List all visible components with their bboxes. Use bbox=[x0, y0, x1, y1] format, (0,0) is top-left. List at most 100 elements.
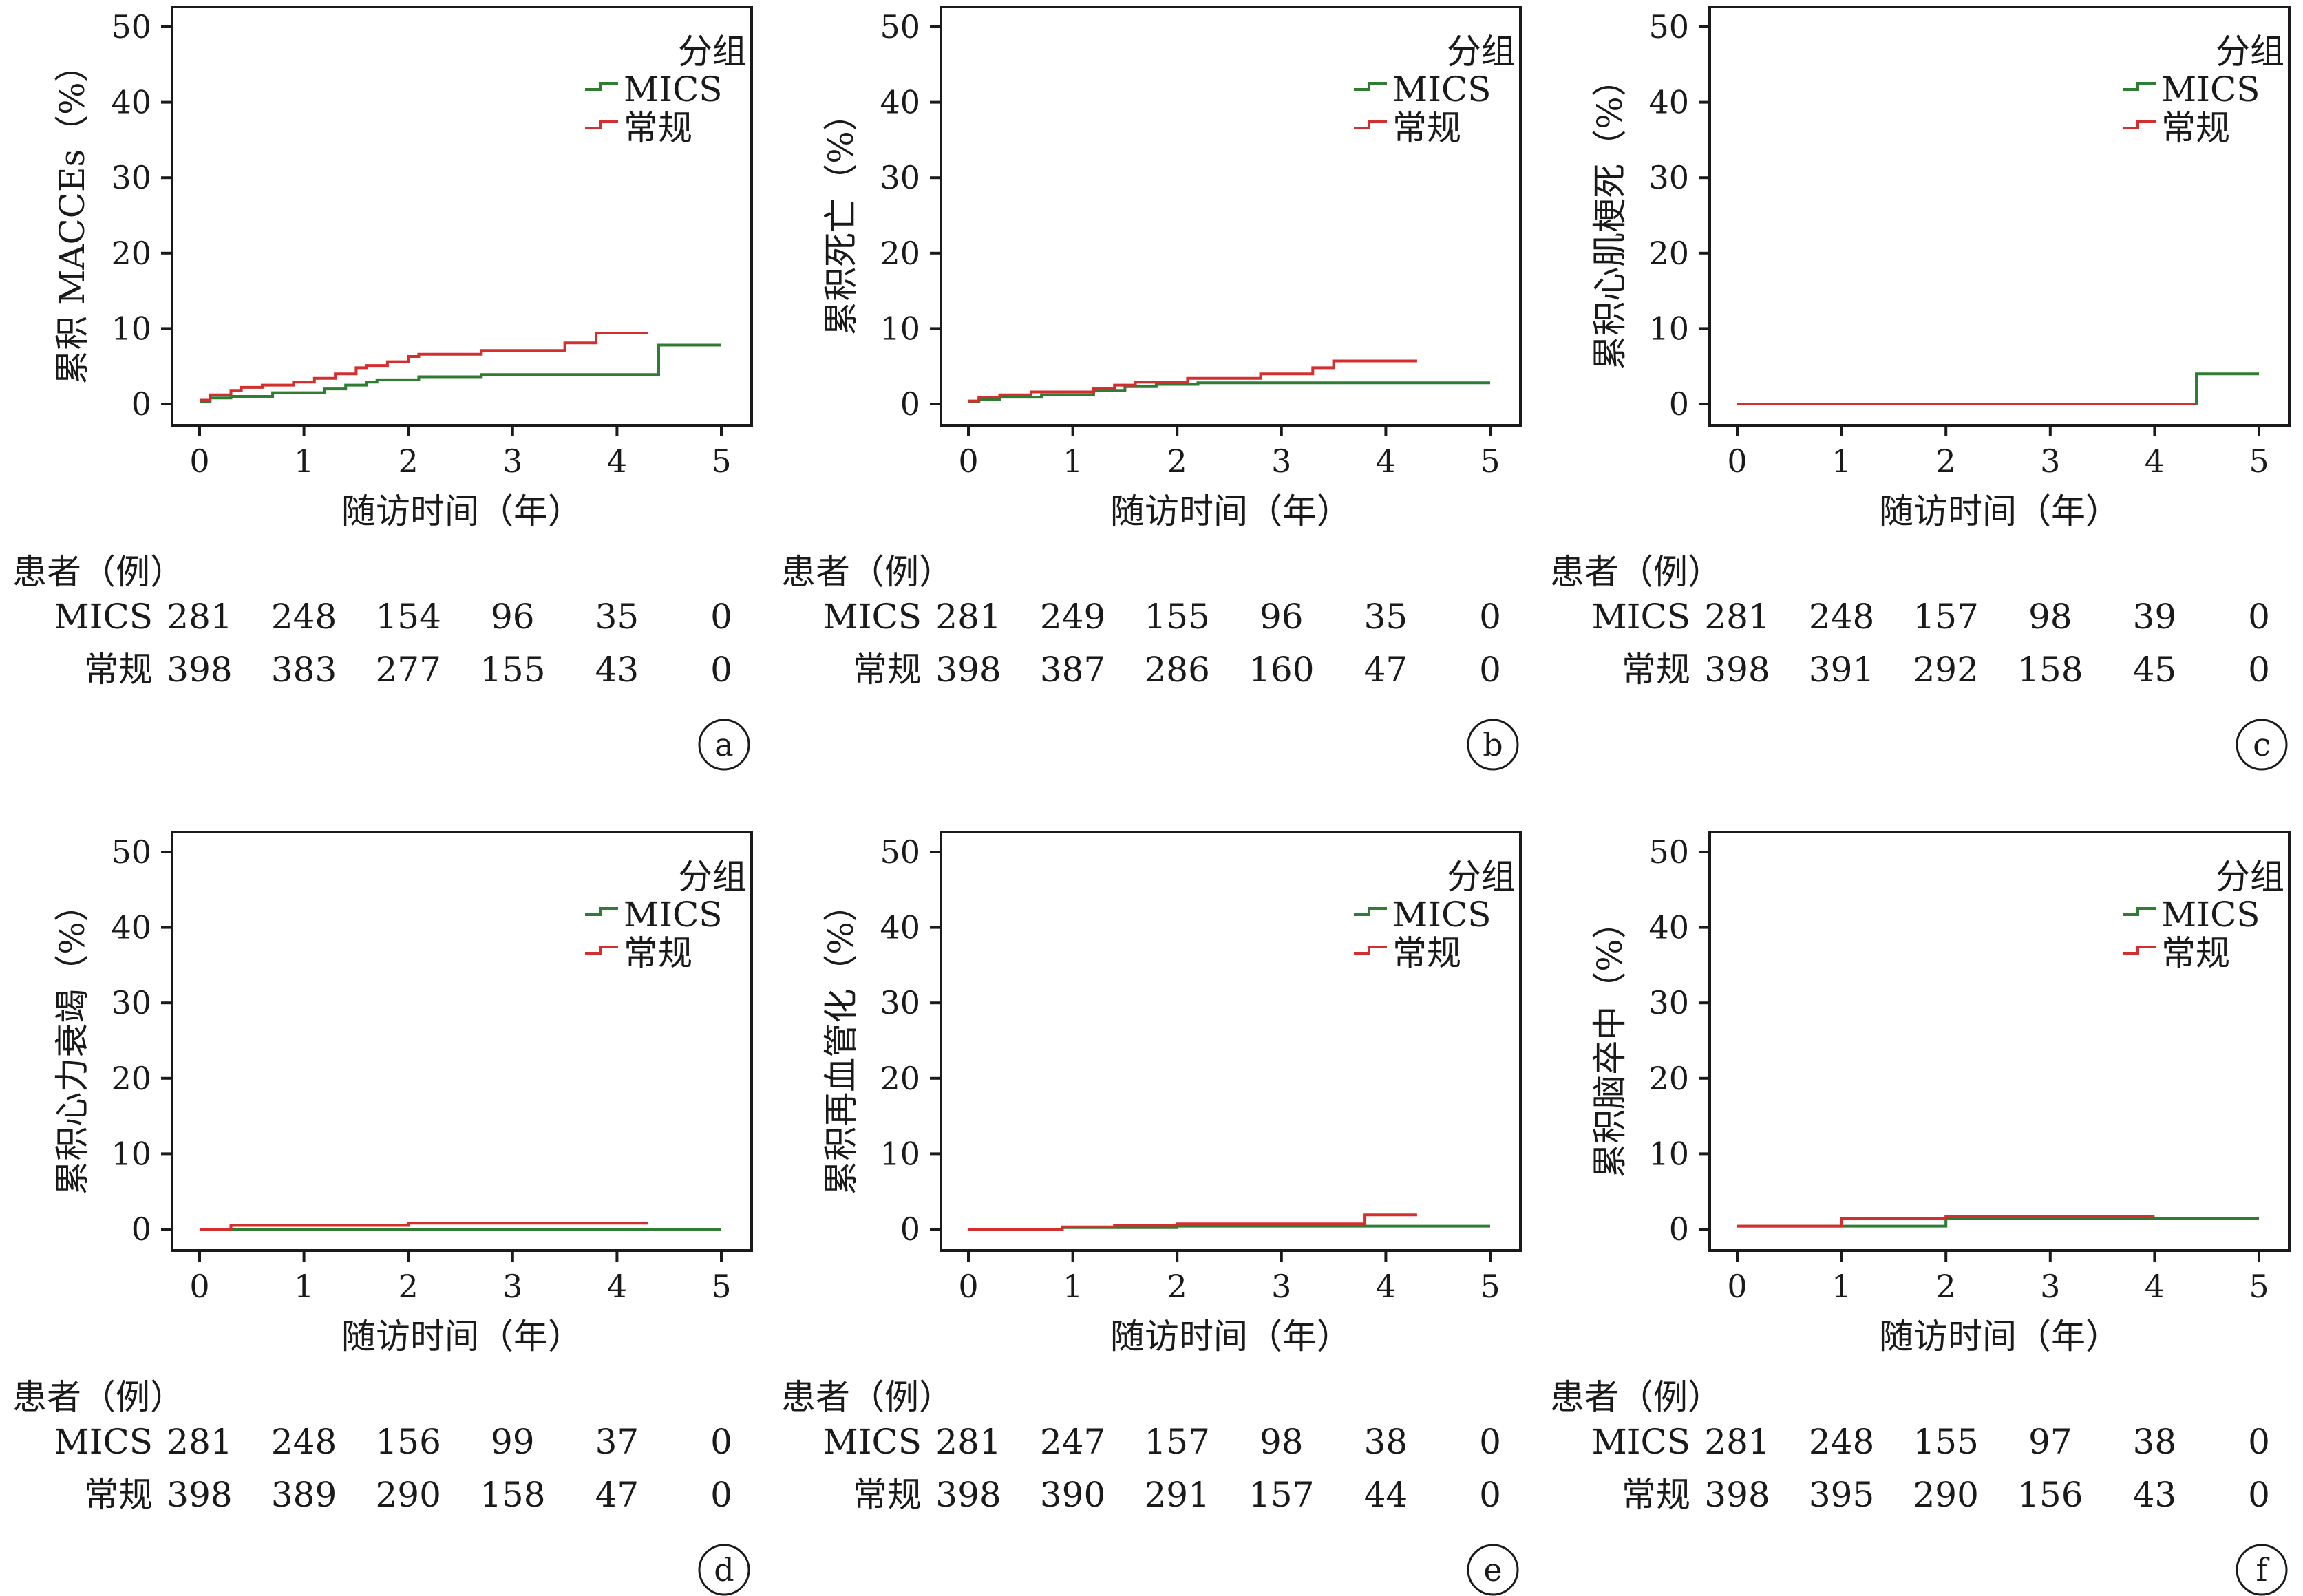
risk-count: 249 bbox=[1040, 597, 1105, 637]
risk-count: 248 bbox=[1809, 597, 1874, 637]
km-curve-conventional bbox=[968, 359, 1417, 403]
risk-count: 389 bbox=[271, 1475, 337, 1515]
x-tick-label: 2 bbox=[1167, 443, 1187, 480]
risk-count: 395 bbox=[1809, 1475, 1874, 1515]
panel-badge bbox=[698, 719, 750, 771]
y-tick-label: 20 bbox=[111, 1060, 151, 1097]
y-tick-label: 0 bbox=[131, 385, 151, 423]
legend-label: MICS bbox=[2161, 895, 2260, 935]
risk-count: 398 bbox=[1704, 1475, 1770, 1515]
legend-title: 分组 bbox=[2216, 857, 2284, 897]
y-tick-label: 20 bbox=[880, 1060, 920, 1097]
panel-badge bbox=[698, 1544, 750, 1596]
risk-count: 96 bbox=[491, 597, 535, 637]
km-curve-conventional bbox=[200, 1222, 648, 1231]
y-tick-label: 50 bbox=[880, 833, 920, 871]
risk-count: 158 bbox=[2017, 650, 2083, 690]
km-curve-conventional bbox=[200, 332, 648, 402]
x-tick-label: 5 bbox=[2249, 1268, 2269, 1305]
legend-item: 常规 bbox=[2123, 108, 2230, 148]
risk-count: 157 bbox=[1913, 597, 1978, 637]
y-tick-label: 40 bbox=[1648, 84, 1689, 121]
y-tick-label: 10 bbox=[1648, 1135, 1689, 1172]
km-curve-conventional bbox=[968, 1213, 1417, 1231]
legend-swatch bbox=[585, 82, 618, 91]
risk-row-label: 常规 bbox=[84, 650, 153, 690]
risk-count: 99 bbox=[491, 1422, 535, 1462]
y-axis-label: 累积脑卒中（%） bbox=[1590, 904, 1630, 1178]
x-tick-label: 0 bbox=[958, 443, 978, 480]
panel-badge bbox=[1467, 719, 1519, 771]
plot-frame bbox=[171, 831, 753, 1252]
y-tick-label: 20 bbox=[1648, 235, 1689, 272]
x-tick-label: 0 bbox=[958, 1268, 978, 1305]
x-axis-label: 随访时间（年） bbox=[1879, 491, 2120, 531]
risk-row-label: MICS bbox=[54, 1422, 153, 1462]
risk-count: 160 bbox=[1249, 650, 1314, 690]
risk-count: 38 bbox=[1364, 1422, 1408, 1462]
legend-item: MICS bbox=[1354, 70, 1491, 109]
y-axis-label: 累积死亡（%） bbox=[821, 96, 861, 336]
risk-count: 291 bbox=[1144, 1475, 1209, 1515]
x-tick-label: 5 bbox=[2249, 443, 2269, 480]
risk-row-label: MICS bbox=[54, 597, 153, 637]
x-tick-label: 4 bbox=[607, 1268, 627, 1305]
legend-swatch bbox=[1354, 120, 1387, 129]
legend-label: MICS bbox=[624, 70, 722, 109]
risk-count: 383 bbox=[271, 650, 337, 690]
y-tick-label: 50 bbox=[1648, 833, 1689, 871]
risk-count: 154 bbox=[375, 597, 441, 637]
y-tick-label: 0 bbox=[900, 1211, 920, 1248]
legend-title: 分组 bbox=[1447, 857, 1516, 897]
risk-count: 45 bbox=[2133, 650, 2177, 690]
y-tick-label: 50 bbox=[1648, 8, 1689, 45]
y-tick-label: 20 bbox=[1648, 1060, 1689, 1097]
risk-row-label: 常规 bbox=[853, 1475, 922, 1515]
x-tick-label: 5 bbox=[1480, 1268, 1500, 1305]
y-tick-label: 30 bbox=[1648, 159, 1689, 196]
risk-count: 38 bbox=[2133, 1422, 2177, 1462]
y-tick-label: 20 bbox=[111, 235, 151, 272]
risk-count: 0 bbox=[1479, 1422, 1501, 1462]
y-tick-label: 30 bbox=[880, 984, 920, 1021]
y-tick-label: 30 bbox=[880, 159, 920, 196]
panel-letter: e bbox=[1483, 1551, 1502, 1588]
risk-count: 0 bbox=[710, 1475, 732, 1515]
x-tick-label: 1 bbox=[1832, 1268, 1851, 1305]
risk-count: 39 bbox=[2133, 597, 2177, 637]
panel-badge bbox=[1467, 1544, 1519, 1596]
legend-swatch bbox=[585, 907, 618, 916]
y-tick-label: 30 bbox=[111, 159, 151, 196]
legend-swatch bbox=[1354, 82, 1387, 91]
risk-count: 281 bbox=[935, 597, 1001, 637]
legend-swatch bbox=[2123, 946, 2156, 955]
legend-swatch bbox=[585, 946, 618, 955]
x-tick-label: 1 bbox=[1063, 443, 1083, 480]
y-tick-label: 0 bbox=[131, 1211, 151, 1248]
risk-count: 290 bbox=[1913, 1475, 1978, 1515]
risk-count: 281 bbox=[1704, 597, 1770, 637]
risk-row-label: MICS bbox=[1592, 597, 1690, 637]
risk-row-label: MICS bbox=[823, 597, 922, 637]
km-curve-mics bbox=[200, 343, 721, 403]
risk-row-label: 常规 bbox=[1622, 1475, 1690, 1515]
risk-count: 248 bbox=[271, 1422, 337, 1462]
y-tick-label: 30 bbox=[1648, 984, 1689, 1021]
legend-title: 分组 bbox=[1447, 32, 1516, 72]
risk-count: 281 bbox=[935, 1422, 1001, 1462]
legend-label: MICS bbox=[1392, 70, 1491, 109]
legend-item: MICS bbox=[2123, 895, 2260, 935]
risk-count: 398 bbox=[1704, 650, 1770, 690]
risk-row-label: 常规 bbox=[84, 1475, 153, 1515]
risk-table-title: 患者（例） bbox=[781, 1377, 953, 1417]
legend-swatch bbox=[1354, 946, 1387, 955]
risk-count: 0 bbox=[2248, 1422, 2270, 1462]
risk-count: 277 bbox=[375, 650, 441, 690]
y-axis-label: 累积心力衰竭（%） bbox=[52, 887, 92, 1195]
km-curve-mics bbox=[1737, 372, 2259, 405]
x-tick-label: 4 bbox=[2145, 443, 2165, 480]
plot-frame bbox=[1708, 831, 2291, 1252]
y-axis-label: 累积 MACCEs（%） bbox=[52, 47, 92, 384]
